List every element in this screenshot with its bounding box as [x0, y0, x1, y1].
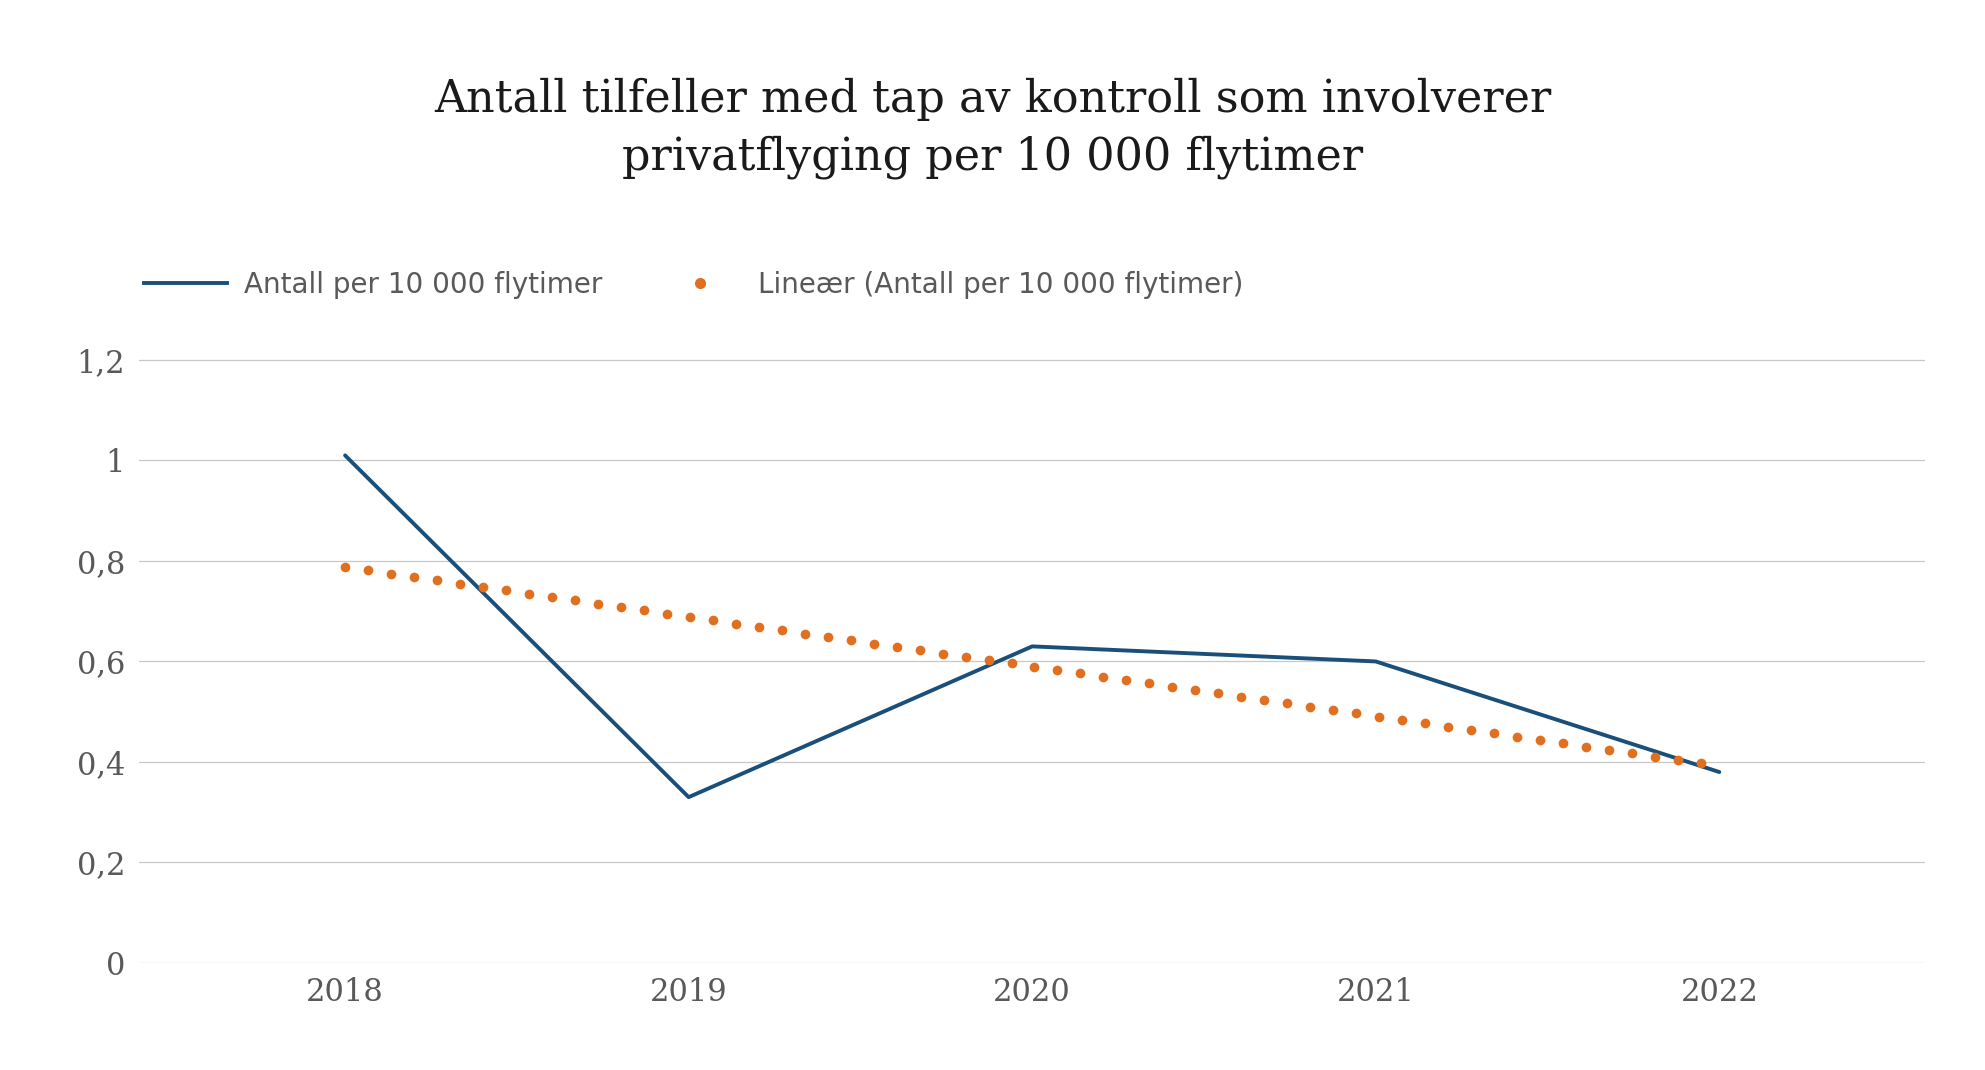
Text: Antall tilfeller med tap av kontroll som involverer
privatflyging per 10 000 fly: Antall tilfeller med tap av kontroll som…: [435, 78, 1550, 179]
Legend: Antall per 10 000 flytimer, Lineær (Antall per 10 000 flytimer): Antall per 10 000 flytimer, Lineær (Anta…: [133, 260, 1255, 310]
